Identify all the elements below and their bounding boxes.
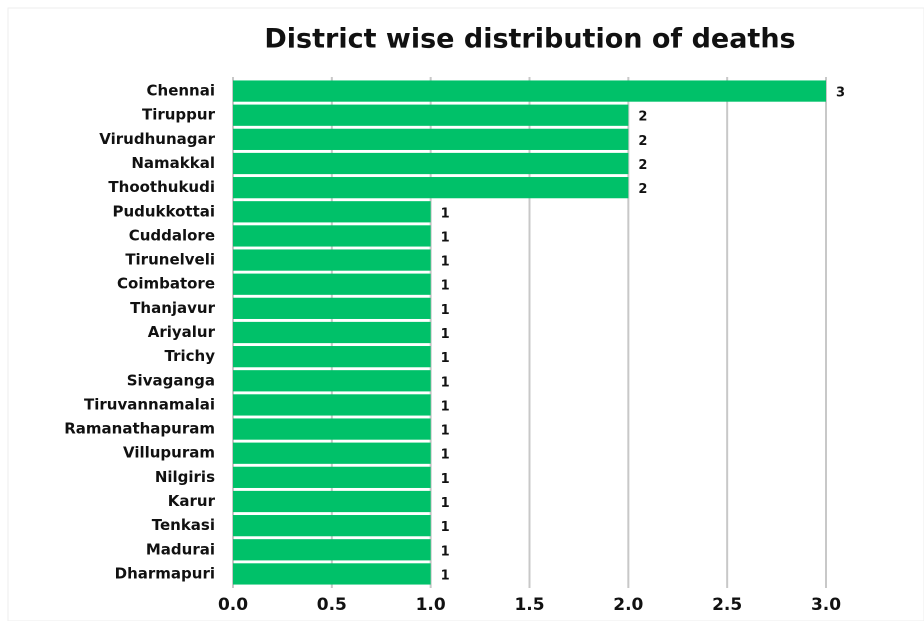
bar: [233, 346, 431, 368]
bar: [233, 490, 431, 513]
value-label: 1: [441, 544, 450, 559]
bar: [233, 418, 431, 440]
y-tick-label: Cuddalore: [129, 226, 215, 244]
bar: [233, 515, 431, 537]
x-tick-label: 3.0: [811, 595, 841, 615]
bar: [233, 152, 629, 175]
bar: [233, 466, 431, 488]
bar: [233, 442, 431, 464]
y-tick-label: Thanjavur: [130, 299, 215, 317]
chart-title: District wise distribution of deaths: [264, 24, 795, 55]
y-tick-label: Tenkasi: [152, 516, 215, 534]
y-tick-label: Ariyalur: [148, 323, 216, 341]
value-label: 1: [441, 375, 450, 390]
x-tick-label: 0.5: [317, 595, 347, 615]
y-tick-label: Karur: [168, 492, 216, 510]
value-label: 1: [441, 327, 450, 342]
y-tick-label: Tiruppur: [142, 106, 216, 124]
value-label: 2: [638, 158, 647, 173]
value-label: 1: [441, 520, 450, 535]
y-tick-label: Sivaganga: [127, 371, 215, 389]
value-label: 1: [441, 230, 450, 245]
bar: [233, 273, 431, 295]
value-label: 1: [441, 448, 450, 463]
value-label: 1: [441, 351, 450, 366]
x-tick-label: 2.5: [712, 595, 742, 615]
bar: [233, 394, 431, 416]
y-tick-label: Ramanathapuram: [64, 420, 215, 438]
bar: [233, 128, 629, 150]
value-label: 1: [441, 303, 450, 318]
bar: [233, 370, 431, 392]
y-tick-label: Namakkal: [131, 154, 215, 172]
bar: [233, 539, 431, 561]
y-tick-label: Tiruvannamalai: [84, 395, 215, 413]
y-tick-label: Pudukkottai: [112, 202, 215, 220]
x-tick-label: 2.0: [613, 595, 643, 615]
value-label: 1: [441, 496, 450, 511]
bar: [233, 321, 431, 344]
y-tick-label: Dharmapuri: [115, 564, 215, 582]
value-label: 1: [441, 472, 450, 487]
bar: [233, 225, 431, 247]
value-label: 1: [441, 399, 450, 414]
value-label: 2: [638, 182, 647, 197]
bar: [233, 563, 431, 585]
bar: [233, 80, 826, 102]
y-tick-label: Nilgiris: [155, 468, 215, 486]
y-tick-label: Trichy: [165, 347, 216, 365]
value-label: 1: [441, 206, 450, 221]
x-tick-label: 1.0: [416, 595, 446, 615]
value-label: 1: [441, 279, 450, 294]
value-label: 1: [441, 568, 450, 583]
bar: [233, 177, 629, 199]
x-tick-label: 1.5: [514, 595, 544, 615]
y-tick-label: Villupuram: [123, 444, 215, 462]
value-label: 3: [836, 86, 845, 101]
x-tick-label: 0.0: [218, 595, 248, 615]
value-label: 1: [441, 424, 450, 439]
y-tick-label: Madurai: [146, 540, 215, 558]
y-tick-label: Chennai: [147, 82, 215, 100]
y-tick-label: Tirunelveli: [125, 251, 215, 269]
value-label: 2: [638, 134, 647, 149]
value-label: 2: [638, 110, 647, 125]
y-tick-label: Virudhunagar: [99, 130, 215, 148]
bar: [233, 249, 431, 271]
value-label: 1: [441, 255, 450, 270]
bar: [233, 104, 629, 126]
y-tick-label: Coimbatore: [117, 275, 215, 293]
bar: [233, 201, 431, 223]
y-tick-label: Thoothukudi: [108, 178, 215, 196]
bar: [233, 297, 431, 319]
